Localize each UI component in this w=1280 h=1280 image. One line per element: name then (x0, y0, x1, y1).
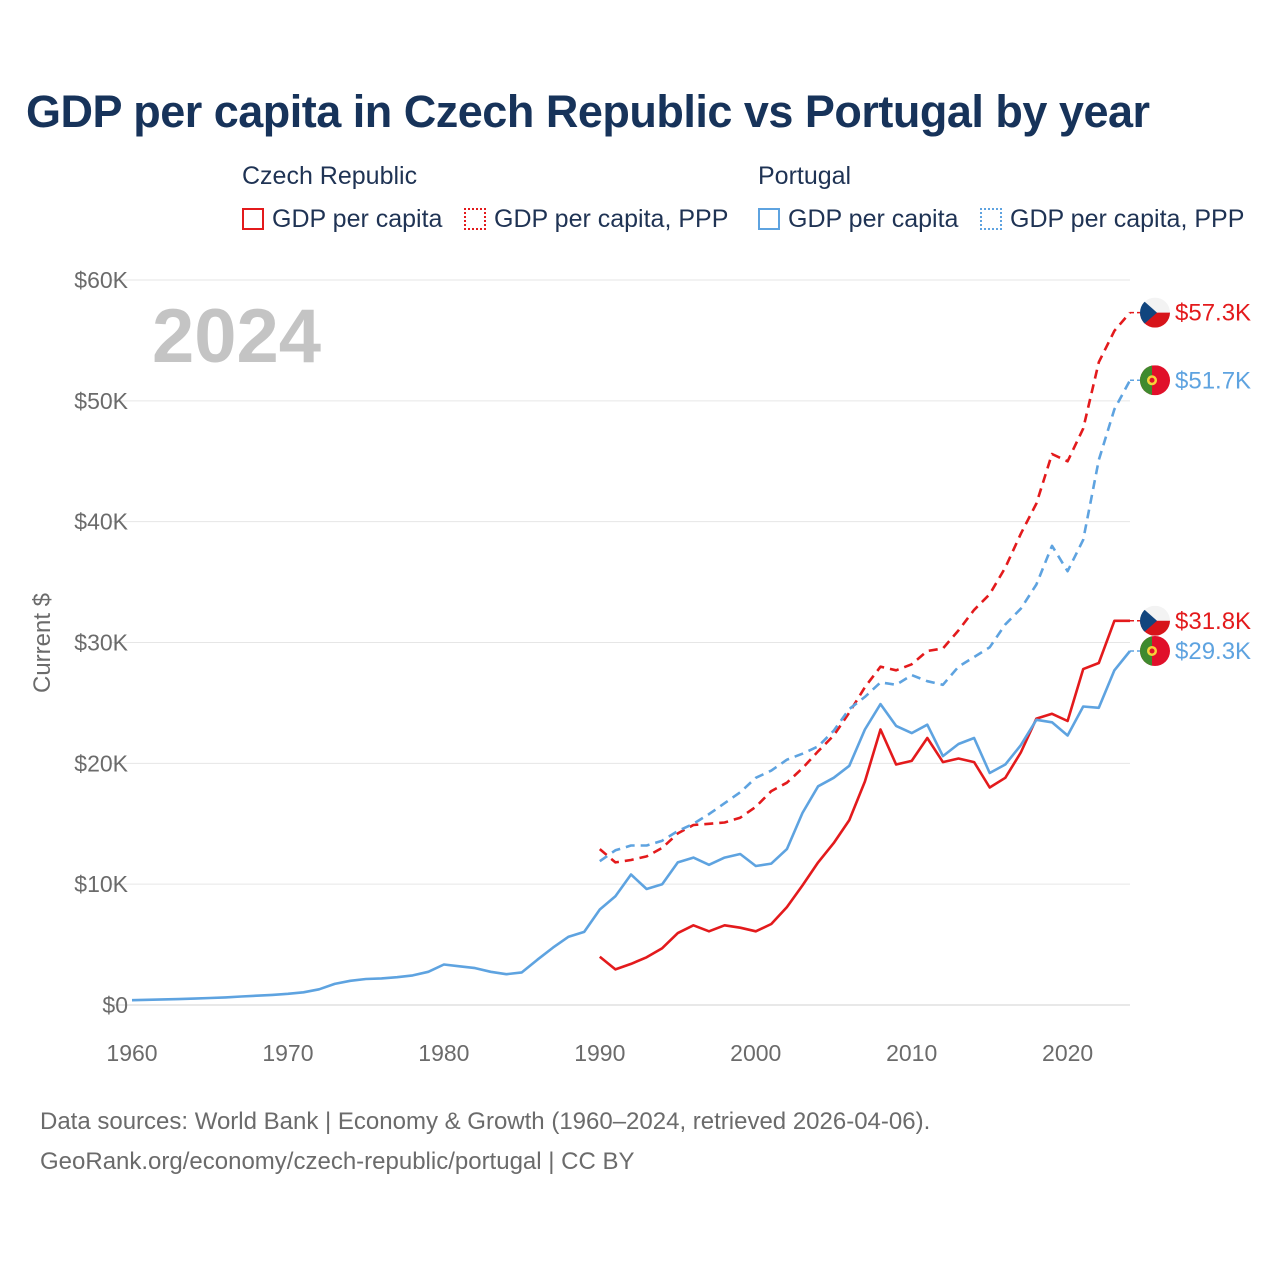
portugal-flag-icon (1140, 365, 1170, 396)
x-tick-label: 2010 (886, 1040, 937, 1066)
legend-label-portugal-ppp: GDP per capita, PPP (1010, 204, 1245, 233)
y-tick-label: $40K (74, 509, 128, 535)
czech-flag-icon (1140, 297, 1170, 328)
legend-label-portugal-gdp: GDP per capita (788, 204, 959, 233)
series-line-portugal-solid (131, 650, 1132, 1002)
y-tick-label: $30K (74, 630, 128, 656)
legend-group-portugal: Portugal (758, 162, 852, 190)
y-tick-label: $60K (74, 267, 128, 293)
legend-portugal-ppp[interactable]: GDP per capita, PPP (980, 203, 1244, 235)
x-tick-label: 1980 (418, 1040, 469, 1066)
legend-label-czech-gdp: GDP per capita (272, 204, 443, 233)
legend-czech-ppp[interactable]: GDP per capita, PPP (464, 203, 728, 235)
x-tick-label: 1960 (106, 1040, 157, 1066)
legend-swatch-czech-solid (242, 208, 264, 230)
x-tick-label: 1990 (574, 1040, 625, 1066)
y-tick-label: $20K (74, 750, 128, 776)
grid-layer: $0 $10K $20K $30K $40K $50K $60K 1960 1970 1980 19… (74, 267, 1130, 1066)
y-tick-label: $0 (102, 992, 128, 1018)
end-value-label: $51.7K (1175, 367, 1251, 394)
series-line-portugal-dashed (599, 379, 1132, 863)
y-tick-label: $50K (74, 388, 128, 414)
chart-title: GDP per capita in Czech Republic vs Port… (26, 86, 1150, 137)
legend-portugal-gdp[interactable]: GDP per capita (758, 203, 958, 235)
x-tick-label: 2000 (730, 1040, 781, 1066)
y-tick-label: $10K (74, 871, 128, 897)
x-tick-label: 1970 (262, 1040, 313, 1066)
year-label: 2024 (152, 294, 321, 379)
series-line-czech-solid (598, 619, 1130, 971)
czech-flag-icon (1140, 605, 1170, 636)
endpoint-layer: $31.8K $57.3K $29.3K $51.7K (1130, 297, 1251, 666)
legend-swatch-portugal-solid (758, 208, 780, 230)
end-value-label: $31.8K (1175, 608, 1251, 635)
footer-attribution: GeoRank.org/economy/czech-republic/portu… (40, 1148, 635, 1175)
legend-label-czech-ppp: GDP per capita, PPP (494, 204, 729, 233)
y-axis-title: Current $ (29, 593, 56, 693)
footer-sources: Data sources: World Bank | Economy & Gro… (40, 1108, 931, 1135)
portugal-flag-icon (1140, 635, 1170, 666)
x-tick-label: 2020 (1042, 1040, 1093, 1066)
series-layer (131, 311, 1132, 1002)
legend-swatch-czech-dotted (464, 208, 486, 230)
legend-group-czech: Czech Republic (242, 162, 418, 190)
legend-czech-gdp[interactable]: GDP per capita (242, 203, 442, 235)
legend-swatch-portugal-dotted (980, 208, 1002, 230)
end-value-label: $29.3K (1175, 638, 1251, 665)
end-value-label: $57.3K (1175, 300, 1251, 327)
